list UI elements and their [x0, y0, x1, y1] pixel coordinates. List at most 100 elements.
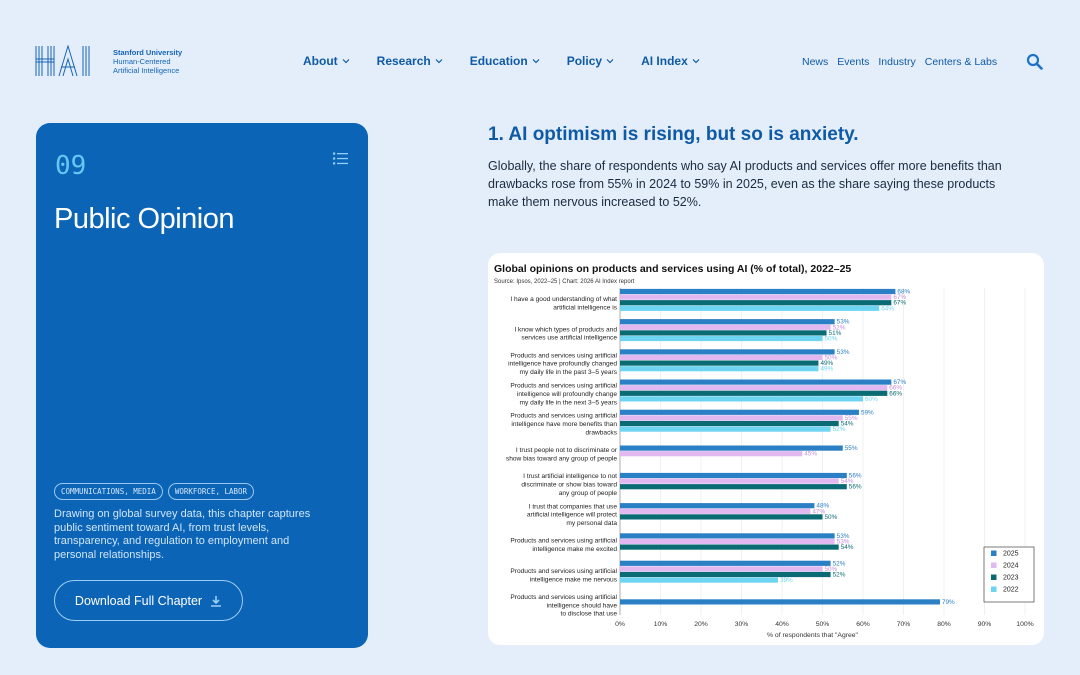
- data-label-2023: 54%: [841, 421, 854, 428]
- bar-2022: [620, 305, 880, 311]
- legend-swatch-2023: [991, 574, 997, 580]
- x-tick-label: 0%: [615, 621, 625, 628]
- nav-about[interactable]: About: [303, 54, 350, 68]
- category-label: artificial intelligence is: [553, 305, 617, 312]
- bar-2023: [620, 514, 823, 520]
- chapter-description: Drawing on global survey data, this chap…: [54, 508, 311, 561]
- chevron-down-icon: [606, 59, 614, 64]
- bar-2022: [620, 335, 823, 342]
- x-tick-label: 70%: [897, 621, 911, 628]
- data-label-2025: 52%: [833, 560, 846, 567]
- nav-ai-index-label: AI Index: [641, 54, 688, 68]
- data-label-2024: 53%: [837, 539, 850, 546]
- bar-2024: [620, 354, 823, 361]
- bar-2022: [620, 426, 831, 432]
- data-label-2023: 54%: [841, 544, 854, 551]
- data-label-2024: 50%: [825, 355, 838, 362]
- legend-label-2023: 2023: [1003, 575, 1019, 582]
- nav-education-label: Education: [469, 54, 528, 68]
- category-label: drawbacks: [585, 430, 617, 437]
- search-icon[interactable]: [1026, 53, 1043, 70]
- data-label-2025: 53%: [837, 319, 850, 326]
- legend-label-2024: 2024: [1003, 563, 1019, 570]
- nav-research-label: Research: [376, 54, 431, 68]
- data-label-2023: 49%: [820, 360, 833, 367]
- nav-industry[interactable]: Industry: [878, 56, 916, 68]
- nav-ai-index[interactable]: AI Index: [641, 54, 700, 68]
- bar-2025: [620, 319, 835, 325]
- main-nav: About Research Education Policy AI Index: [303, 54, 727, 68]
- data-label-2024: 45%: [804, 451, 817, 458]
- bar-2023: [620, 330, 827, 336]
- data-label-2023: 67%: [893, 300, 906, 307]
- nav-news[interactable]: News: [802, 56, 829, 68]
- data-label-2025: 59%: [861, 409, 874, 416]
- chevron-down-icon: [435, 59, 443, 64]
- section-body: Globally, the share of respondents who s…: [488, 159, 1002, 209]
- section-heading: 1. AI optimism is rising, but so is anxi…: [488, 124, 859, 145]
- site-header: Stanford University Human-Centered Artif…: [0, 0, 1080, 124]
- bar-2025: [620, 560, 831, 566]
- bar-2025: [620, 409, 859, 415]
- data-label-2022: 64%: [881, 305, 894, 312]
- category-label: Products and services using artificial: [510, 538, 617, 545]
- nav-policy[interactable]: Policy: [567, 54, 614, 68]
- tag-communications-media[interactable]: COMMUNICATIONS, MEDIA: [54, 483, 163, 500]
- nav-about-label: About: [303, 54, 338, 68]
- chart-card: Global opinions on products and services…: [488, 253, 1044, 645]
- data-label-2022: 60%: [865, 396, 878, 403]
- category-label: I know which types of products and: [514, 326, 617, 333]
- bar-2024: [620, 478, 839, 484]
- tag-workforce-labor[interactable]: WORKFORCE, LABOR: [167, 483, 255, 500]
- data-label-2023: 56%: [849, 484, 862, 491]
- x-tick-label: 90%: [978, 621, 992, 628]
- nav-policy-label: Policy: [566, 54, 603, 68]
- nav-education[interactable]: Education: [470, 54, 540, 68]
- bar-2025: [620, 503, 815, 509]
- bar-2023: [620, 544, 839, 550]
- nav-centers-labs[interactable]: Centers & Labs: [924, 56, 998, 68]
- chapter-title: Public Opinion: [54, 203, 235, 235]
- legend-box: [983, 546, 1035, 603]
- x-tick-label: 60%: [856, 621, 870, 628]
- bar-2023: [620, 571, 831, 578]
- download-chapter-button[interactable]: Download Full Chapter: [54, 580, 243, 621]
- data-label-2024: 66%: [889, 385, 902, 392]
- x-tick-label: 40%: [775, 621, 789, 628]
- bar-2023: [620, 300, 892, 306]
- bar-2024: [620, 324, 831, 330]
- category-label: Products and services using artificial: [510, 594, 617, 601]
- hai-logo-mark: [35, 45, 90, 77]
- x-tick-label: 100%: [1016, 621, 1033, 628]
- bar-2024: [620, 415, 843, 421]
- bar-2022: [620, 396, 863, 402]
- nav-events[interactable]: Events: [837, 56, 870, 68]
- data-label-2022: 49%: [820, 366, 833, 373]
- category-label: Products and services using artificial: [510, 568, 617, 575]
- category-label: services use artificial intelligence: [521, 335, 617, 342]
- data-label-2023: 51%: [829, 330, 842, 337]
- hai-logo[interactable]: Stanford University Human-Centered Artif…: [35, 45, 182, 77]
- bar-2022: [620, 366, 819, 372]
- data-label-2024: 52%: [833, 324, 846, 331]
- category-label: intelligence make me nervous: [530, 576, 618, 583]
- category-label: I trust that companies that use: [529, 503, 618, 510]
- bar-2023: [620, 390, 888, 396]
- category-label: intelligence should have: [547, 602, 618, 609]
- data-label-2022: 52%: [833, 426, 846, 433]
- list-icon[interactable]: [333, 152, 348, 165]
- category-label: intelligence have profoundly changed: [508, 361, 617, 368]
- bar-2025: [620, 288, 896, 295]
- data-label-2023: 52%: [833, 572, 846, 579]
- data-label-2024: 55%: [845, 415, 858, 422]
- category-label: I trust people not to discriminate or: [516, 447, 618, 454]
- data-label-2024: 47%: [812, 508, 825, 515]
- bar-2023: [620, 360, 819, 366]
- opinion-bar-chart: Global opinions on products and services…: [494, 263, 1035, 639]
- x-tick-label: 10%: [654, 621, 668, 628]
- data-label-2025: 55%: [845, 445, 858, 452]
- nav-research[interactable]: Research: [377, 54, 443, 68]
- bar-2023: [620, 484, 847, 490]
- bar-2024: [620, 451, 803, 457]
- data-label-2025: 68%: [897, 289, 910, 296]
